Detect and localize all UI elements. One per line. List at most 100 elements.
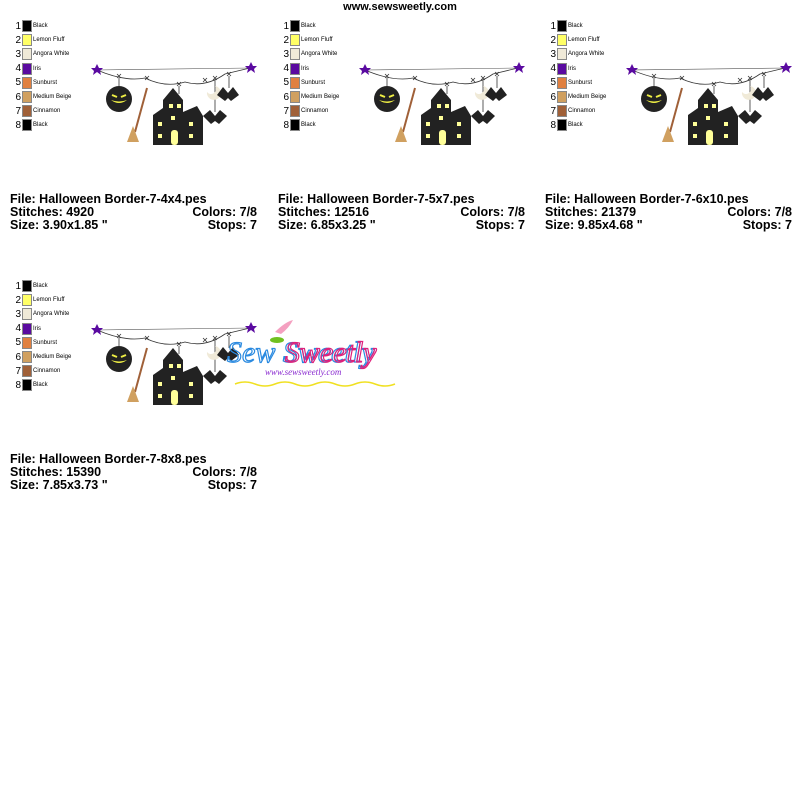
color-legend-row: 4 Iris bbox=[12, 62, 71, 76]
color-legend-row: 1 Black bbox=[547, 19, 606, 33]
color-name: Lemon Fluff bbox=[568, 37, 600, 44]
color-name: Black bbox=[33, 283, 48, 290]
color-legend-row: 5 Sunburst bbox=[12, 76, 71, 90]
color-count: Colors: 7/8 bbox=[460, 205, 525, 219]
design-size: Size: 9.85x4.68 " bbox=[545, 218, 643, 232]
site-url: www.sewsweetly.com bbox=[343, 1, 457, 13]
color-legend-row: 7 Cinnamon bbox=[547, 104, 606, 118]
color-name: Cinnamon bbox=[301, 108, 329, 115]
color-number: 4 bbox=[550, 63, 556, 75]
color-swatch bbox=[290, 20, 300, 33]
color-swatch bbox=[290, 48, 300, 61]
logo-sew: Sew Sweetly bbox=[227, 336, 375, 369]
color-number: 1 bbox=[15, 280, 21, 292]
color-name: Medium Beige bbox=[33, 94, 72, 101]
design-panel: 1 Black 2 Lemon Fluff 3 Angora White 4 Iris 5 Sun… bbox=[0, 260, 396, 500]
color-swatch bbox=[22, 365, 32, 378]
file-name: File: Halloween Border-7-4x4.pes bbox=[10, 192, 207, 206]
stop-count: Stops: 7 bbox=[742, 218, 792, 232]
color-legend-row: 4 Iris bbox=[547, 62, 606, 76]
color-name: Black bbox=[301, 23, 316, 30]
file-info: File: Halloween Border-7-8x8.pes Stitche… bbox=[10, 453, 257, 492]
color-number: 6 bbox=[283, 91, 289, 103]
color-legend-row: 8 Black bbox=[280, 118, 339, 132]
color-legend-row: 8 Black bbox=[12, 118, 71, 132]
color-legend-row: 7 Cinnamon bbox=[280, 104, 339, 118]
stop-count: Stops: 7 bbox=[207, 478, 257, 492]
color-swatch bbox=[290, 34, 300, 47]
color-number: 2 bbox=[15, 34, 21, 46]
color-name: Black bbox=[33, 382, 48, 389]
color-legend-row: 3 Angora White bbox=[547, 47, 606, 61]
design-panel: 1 Black 2 Lemon Fluff 3 Angora White 4 Iris 5 Sun… bbox=[268, 0, 530, 240]
color-legend: 1 Black 2 Lemon Fluff 3 Angora White 4 Iris 5 Sun… bbox=[280, 19, 339, 133]
color-number: 8 bbox=[550, 119, 556, 131]
color-number: 5 bbox=[15, 77, 21, 89]
color-legend-row: 2 Lemon Fluff bbox=[280, 33, 339, 47]
color-legend-row: 2 Lemon Fluff bbox=[547, 33, 606, 47]
color-legend-row: 3 Angora White bbox=[12, 47, 71, 61]
color-number: 6 bbox=[550, 91, 556, 103]
color-number: 2 bbox=[15, 294, 21, 306]
color-number: 3 bbox=[15, 48, 21, 60]
color-number: 4 bbox=[15, 323, 21, 335]
color-name: Sunburst bbox=[301, 79, 326, 86]
stop-count: Stops: 7 bbox=[475, 218, 525, 232]
color-legend: 1 Black 2 Lemon Fluff 3 Angora White 4 Iris 5 Sun… bbox=[12, 279, 71, 393]
color-legend-row: 6 Medium Beige bbox=[12, 350, 71, 364]
color-swatch bbox=[22, 322, 32, 335]
color-swatch bbox=[290, 119, 300, 132]
color-number: 5 bbox=[550, 77, 556, 89]
color-count: Colors: 7/8 bbox=[192, 465, 257, 479]
color-name: Angora White bbox=[568, 51, 605, 58]
color-number: 7 bbox=[15, 105, 21, 117]
file-name: File: Halloween Border-7-5x7.pes bbox=[278, 192, 475, 206]
color-swatch bbox=[22, 308, 32, 321]
color-legend-row: 2 Lemon Fluff bbox=[12, 293, 71, 307]
color-number: 3 bbox=[550, 48, 556, 60]
color-name: Sunburst bbox=[33, 79, 58, 86]
file-info: File: Halloween Border-7-5x7.pes Stitche… bbox=[278, 193, 525, 232]
color-number: 5 bbox=[15, 337, 21, 349]
embroidery-preview bbox=[620, 60, 795, 155]
color-number: 7 bbox=[283, 105, 289, 117]
color-name: Lemon Fluff bbox=[301, 37, 333, 44]
color-number: 7 bbox=[15, 365, 21, 377]
color-swatch bbox=[557, 20, 567, 33]
color-swatch bbox=[557, 48, 567, 61]
color-number: 8 bbox=[15, 119, 21, 131]
color-number: 1 bbox=[283, 20, 289, 32]
file-info: File: Halloween Border-7-4x4.pes Stitche… bbox=[10, 193, 257, 232]
color-number: 6 bbox=[15, 91, 21, 103]
color-legend-row: 5 Sunburst bbox=[547, 76, 606, 90]
file-name: File: Halloween Border-7-6x10.pes bbox=[545, 192, 749, 206]
color-swatch bbox=[22, 34, 32, 47]
color-number: 8 bbox=[15, 379, 21, 391]
color-name: Black bbox=[301, 122, 316, 129]
file-info: File: Halloween Border-7-6x10.pes Stitch… bbox=[545, 193, 792, 232]
stop-count: Stops: 7 bbox=[207, 218, 257, 232]
color-swatch bbox=[557, 76, 567, 89]
color-name: Black bbox=[33, 23, 48, 30]
color-name: Cinnamon bbox=[568, 108, 596, 115]
color-swatch bbox=[22, 351, 32, 364]
svg-text:www.sewsweetly.com: www.sewsweetly.com bbox=[265, 367, 342, 377]
embroidery-preview bbox=[353, 60, 528, 155]
color-swatch bbox=[290, 62, 300, 75]
stitch-count: Stitches: 15390 bbox=[10, 465, 102, 479]
color-swatch bbox=[22, 379, 32, 392]
color-name: Lemon Fluff bbox=[33, 297, 65, 304]
color-legend-row: 7 Cinnamon bbox=[12, 104, 71, 118]
design-panel: 1 Black 2 Lemon Fluff 3 Angora White 4 Iris 5 Sun… bbox=[0, 0, 262, 240]
color-swatch bbox=[22, 62, 32, 75]
color-legend-row: 6 Medium Beige bbox=[12, 90, 71, 104]
color-name: Cinnamon bbox=[33, 108, 61, 115]
color-name: Iris bbox=[33, 325, 41, 332]
stitch-count: Stitches: 4920 bbox=[10, 205, 95, 219]
color-name: Iris bbox=[301, 65, 309, 72]
color-number: 5 bbox=[283, 77, 289, 89]
color-count: Colors: 7/8 bbox=[192, 205, 257, 219]
color-name: Medium Beige bbox=[301, 94, 340, 101]
color-swatch bbox=[22, 119, 32, 132]
color-name: Sunburst bbox=[568, 79, 593, 86]
